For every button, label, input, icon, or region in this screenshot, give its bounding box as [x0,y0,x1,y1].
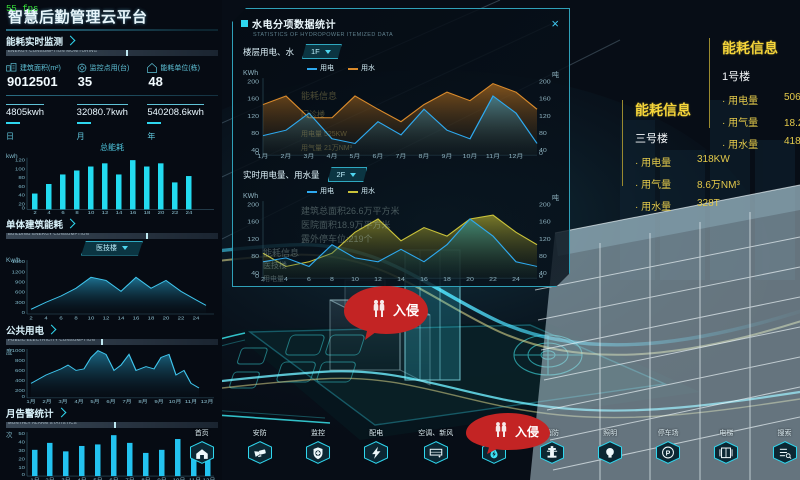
svg-text:400: 400 [15,378,25,383]
svg-text:5月: 5月 [90,398,99,403]
svg-text:2: 2 [33,210,36,214]
svg-text:0: 0 [539,274,543,280]
svg-text:10: 10 [88,315,95,320]
svg-text:18: 18 [443,277,451,282]
svg-text:4月: 4月 [327,153,338,159]
svg-text:40: 40 [18,193,25,198]
svg-text:入侵: 入侵 [393,303,419,318]
svg-text:6: 6 [307,277,311,282]
svg-text:1200: 1200 [12,269,25,274]
svg-text:入侵: 入侵 [515,424,539,439]
svg-text:24: 24 [193,315,200,320]
svg-text:22: 22 [489,277,497,282]
svg-text:60: 60 [18,184,25,189]
svg-text:6月: 6月 [106,398,115,403]
svg-text:P: P [666,451,671,458]
svg-text:900: 900 [15,280,25,285]
svg-text:160: 160 [247,96,259,102]
svg-text:10: 10 [88,210,95,214]
svg-text:14: 14 [116,210,123,214]
svg-text:11月: 11月 [486,153,500,159]
svg-text:600: 600 [15,290,25,295]
svg-text:800: 800 [15,358,25,363]
svg-text:24: 24 [186,210,193,214]
svg-text:24: 24 [512,277,520,282]
svg-text:200: 200 [539,202,551,208]
svg-text:12月: 12月 [201,398,214,403]
svg-text:300: 300 [15,300,25,305]
svg-text:80: 80 [539,254,547,260]
svg-text:2月: 2月 [42,398,51,403]
svg-text:6月: 6月 [373,153,384,159]
svg-text:0: 0 [22,310,25,315]
svg-text:12: 12 [103,315,110,320]
svg-text:1月: 1月 [258,153,269,159]
svg-text:5月: 5月 [350,153,361,159]
svg-text:200: 200 [247,202,259,208]
svg-text:160: 160 [247,219,259,225]
svg-text:8: 8 [74,315,77,320]
svg-text:14: 14 [118,315,125,320]
svg-text:11月: 11月 [185,398,197,403]
svg-text:16: 16 [133,315,140,320]
svg-text:120: 120 [247,236,259,242]
svg-text:6: 6 [61,210,64,214]
svg-text:18: 18 [148,315,155,320]
svg-text:20: 20 [163,315,170,320]
svg-text:80: 80 [251,131,259,137]
svg-text:120: 120 [247,113,259,119]
svg-text:2月: 2月 [281,153,292,159]
svg-text:160: 160 [539,96,551,102]
svg-text:80: 80 [251,254,259,260]
svg-text:9月: 9月 [442,153,453,159]
svg-text:7月: 7月 [396,153,407,159]
svg-text:3月: 3月 [304,153,315,159]
svg-text:8: 8 [330,277,334,282]
svg-text:80: 80 [18,175,25,180]
svg-text:4: 4 [284,277,288,282]
svg-text:22: 22 [178,315,185,320]
svg-text:0: 0 [22,394,25,399]
svg-text:1000: 1000 [12,348,25,353]
svg-text:10月: 10月 [463,153,478,159]
svg-text:0: 0 [255,274,259,280]
svg-text:0: 0 [539,151,543,157]
svg-text:120: 120 [539,113,551,119]
svg-text:120: 120 [539,236,551,242]
svg-text:18: 18 [144,210,151,214]
svg-text:200: 200 [247,79,259,85]
svg-text:8月: 8月 [138,398,147,403]
svg-text:7月: 7月 [122,398,131,403]
svg-text:1月: 1月 [26,398,35,403]
svg-text:80: 80 [539,131,547,137]
svg-text:200: 200 [539,79,551,85]
svg-text:4: 4 [44,315,47,320]
svg-text:8月: 8月 [419,153,430,159]
svg-text:2: 2 [29,315,32,320]
svg-text:12: 12 [102,210,109,214]
svg-text:100: 100 [15,166,25,171]
svg-text:12月: 12月 [509,153,524,159]
svg-text:16: 16 [130,210,137,214]
svg-text:20: 20 [158,210,165,214]
svg-text:20: 20 [466,277,474,282]
svg-text:4月: 4月 [74,398,83,403]
svg-text:600: 600 [15,368,25,373]
svg-text:160: 160 [539,219,551,225]
svg-text:3月: 3月 [58,398,67,403]
svg-text:4: 4 [47,210,50,214]
svg-text:9月: 9月 [154,398,163,403]
svg-text:10月: 10月 [169,398,182,403]
svg-text:6: 6 [59,315,62,320]
svg-text:8: 8 [75,210,78,214]
svg-text:0: 0 [22,205,25,210]
svg-text:200: 200 [15,388,25,393]
svg-text:22: 22 [172,210,179,214]
